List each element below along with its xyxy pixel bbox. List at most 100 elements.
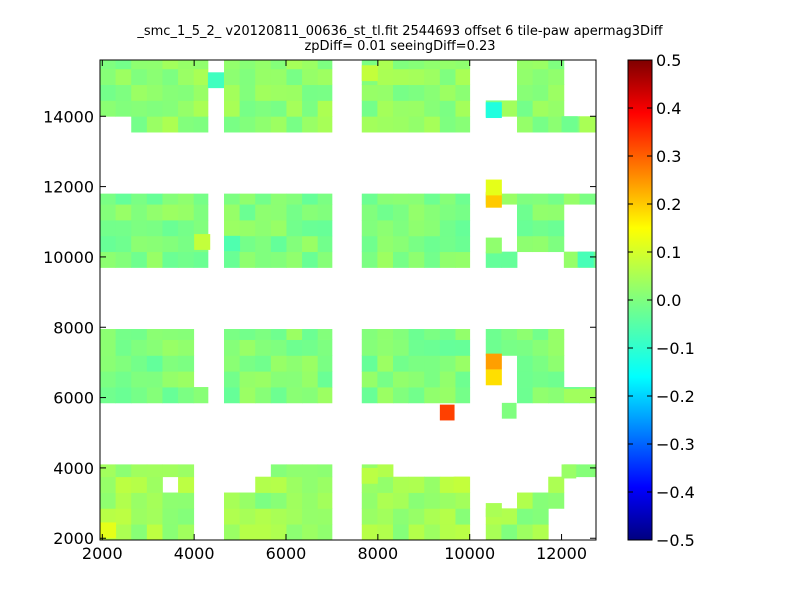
heatmap-cell [100,235,117,253]
heatmap-cell [162,68,179,86]
heatmap-cell [146,508,163,525]
heatmap-cell [377,60,394,70]
heatmap-cell [377,193,394,205]
heatmap-cell [501,329,518,340]
heatmap-cell-highlight [561,116,578,133]
heatmap-cell [178,492,195,509]
heatmap-cell [286,116,303,133]
heatmap-cell [501,193,518,205]
heatmap-cell [270,116,287,133]
heatmap-cell [408,387,425,404]
heatmap-cell [408,371,425,388]
heatmap-cell [548,476,565,493]
heatmap-cell [302,193,319,205]
heatmap-cell [178,339,195,356]
heatmap-cell [270,492,287,509]
heatmap-cell [377,84,394,101]
heatmap-cell [239,329,256,340]
heatmap-cell [361,116,378,133]
heatmap-cell [393,68,410,86]
heatmap-cell [439,329,456,340]
heatmap-cell [224,68,241,86]
heatmap-cell [239,371,256,388]
heatmap-cell [317,220,333,237]
heatmap-cell [239,251,256,268]
heatmap-cell [532,339,549,356]
heatmap-cell [178,235,195,253]
heatmap-cell [115,492,132,509]
heatmap-cell [255,116,272,133]
heatmap-cell [193,251,209,268]
heatmap-cell [146,84,163,101]
heatmap-cell [302,329,319,340]
heatmap-cell [424,492,441,509]
heatmap-cell [286,220,303,237]
heatmap-cell [377,329,394,340]
heatmap-cell [270,60,287,70]
heatmap-cell [131,524,148,541]
heatmap-cell [408,204,425,221]
heatmap-cell [100,100,117,117]
heatmap-cell [424,329,441,340]
heatmap-cell [100,355,117,372]
heatmap-cell [361,251,378,268]
heatmap-cell [317,464,333,478]
heatmap-cell [548,60,565,70]
heatmap-cell [517,492,534,509]
heatmap-cell [439,508,456,525]
heatmap-cell [377,355,394,372]
heatmap-cell [286,492,303,509]
heatmap-cell [178,116,195,133]
heatmap-cell [317,100,333,117]
heatmap-cell [532,355,549,372]
heatmap-cell [131,476,148,493]
heatmap-cell [317,492,333,509]
heatmap-cell [302,476,319,493]
heatmap-cell [131,339,148,356]
heatmap-cell [270,524,287,541]
heatmap-cell [424,235,441,253]
heatmap-cell [162,355,179,372]
heatmap-cell [239,220,256,237]
heatmap-cell [517,116,534,133]
heatmap-cell [393,371,410,388]
heatmap-cell [408,60,425,70]
heatmap-cell [100,371,117,388]
heatmap-cell [424,355,441,372]
heatmap-cell [178,84,195,101]
heatmap-cell [270,235,287,253]
heatmap-cell [361,100,378,117]
heatmap-cell [393,84,410,101]
chart-title-line-1: _smc_1_5_2_ v20120811_00636_st_tl.fit 25… [137,24,663,39]
y-tick-label: 8000 [53,318,94,337]
heatmap-cell [224,100,241,117]
heatmap-cell [532,60,549,70]
y-tick-label: 2000 [53,529,94,548]
heatmap-cell [561,464,577,479]
heatmap-cell [439,404,455,421]
heatmap-cell [377,524,394,541]
heatmap-cell [131,371,148,388]
heatmap-cell [224,204,241,221]
heatmap-cell [239,235,256,253]
heatmap-cell [162,329,179,340]
heatmap-cell [439,387,456,404]
heatmap-cell [302,60,319,70]
heatmap-cell [424,524,441,541]
heatmap-cell [532,492,549,509]
heatmap-cell [393,193,410,205]
heatmap-cell [131,464,148,478]
heatmap-cell [239,193,256,205]
heatmap-cell [532,84,549,101]
heatmap-cell [424,371,441,388]
heatmap-cell [270,355,287,372]
heatmap-cell [178,68,195,86]
heatmap-cell [162,492,179,509]
heatmap-cell [408,100,425,117]
heatmap-cell [224,193,241,205]
chart-title-line-2: zpDiff= 0.01 seeingDiff=0.23 [304,39,496,54]
heatmap-cell [193,100,209,117]
heatmap-cell [255,193,272,205]
heatmap-cell [302,464,319,478]
y-tick-label: 10000 [43,248,94,267]
